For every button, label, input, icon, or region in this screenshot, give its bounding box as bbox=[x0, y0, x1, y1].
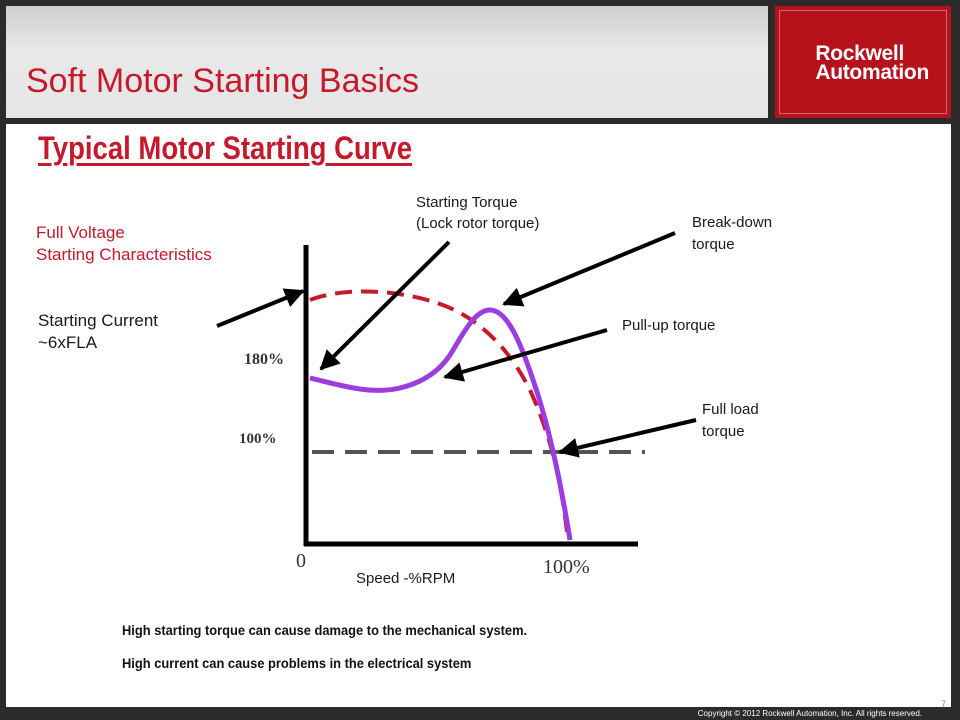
logo-text: Rockwell Automation bbox=[815, 42, 929, 84]
rockwell-logo: Rockwell Automation bbox=[775, 6, 951, 118]
x-tick-0: 0 bbox=[296, 550, 306, 572]
content-area bbox=[6, 124, 951, 707]
x-tick-100: 100% bbox=[543, 556, 590, 578]
full-load-torque-arrow bbox=[558, 418, 697, 458]
breakdown-line-1: Break-down bbox=[692, 214, 773, 231]
slide-header bbox=[6, 6, 768, 118]
y-tick-180: 180% bbox=[244, 351, 284, 368]
logo-line-2: Automation bbox=[815, 61, 929, 84]
starting-current-arrow bbox=[216, 288, 305, 328]
full-voltage-line-1: Full Voltage bbox=[36, 223, 125, 242]
full-voltage-line-2: Starting Characteristics bbox=[36, 245, 212, 264]
breakdown-torque-label: Break-down torque bbox=[692, 212, 772, 256]
y-tick-100: 100% bbox=[239, 431, 277, 447]
current-curve bbox=[309, 289, 570, 541]
diagram-heading: Typical Motor Starting Curve bbox=[38, 130, 413, 166]
copyright-text: Copyright © 2012 Rockwell Automation, In… bbox=[697, 709, 922, 718]
page-number: 7 bbox=[940, 699, 946, 709]
note-line-1: High starting torque can cause damage to… bbox=[122, 622, 528, 638]
x-axis-label: Speed -%RPM bbox=[356, 570, 456, 587]
starting-current-label: Starting Current ~6xFLA bbox=[38, 310, 158, 354]
logo-border bbox=[779, 10, 947, 114]
breakdown-line-2: torque bbox=[692, 236, 735, 253]
torque-curve bbox=[309, 307, 573, 541]
pullup-torque-label: Pull-up torque bbox=[622, 317, 716, 334]
full-voltage-label: Full Voltage Starting Characteristics bbox=[36, 222, 212, 266]
starting-current-line-1: Starting Current bbox=[38, 311, 158, 330]
starting-torque-label: Starting Torque (Lock rotor torque) bbox=[416, 192, 539, 234]
slide-title: Soft Motor Starting Basics bbox=[26, 62, 420, 100]
fullload-line-1: Full load bbox=[702, 401, 759, 418]
note-line-2: High current can cause problems in the e… bbox=[122, 655, 472, 671]
starting-current-line-2: ~6xFLA bbox=[38, 333, 98, 352]
logo-line-1: Rockwell bbox=[815, 42, 904, 65]
footer-strip bbox=[0, 707, 960, 720]
breakdown-torque-arrow bbox=[502, 231, 676, 307]
fullload-torque-label: Full load torque bbox=[702, 399, 759, 443]
starting-torque-line-2: (Lock rotor torque) bbox=[416, 215, 540, 232]
fullload-line-2: torque bbox=[702, 423, 745, 440]
starting-torque-arrow bbox=[319, 240, 451, 371]
pullup-torque-arrow bbox=[443, 328, 608, 382]
starting-torque-line-1: Starting Torque bbox=[416, 194, 518, 211]
